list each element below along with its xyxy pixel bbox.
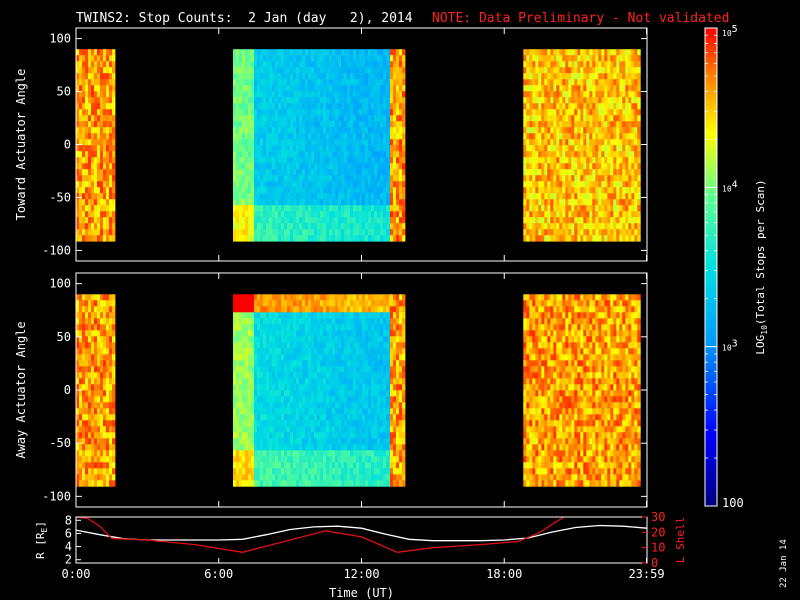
colorbar-tick-label: 100 <box>722 496 744 510</box>
y-right-tick-label: 10 <box>651 541 665 555</box>
y-axis-label: Toward Actuator Angle <box>14 69 28 221</box>
colorbar-tick-label: 103 <box>722 339 738 353</box>
colorbar-tick-label: 104 <box>722 179 738 193</box>
y-axis-label: Away Actuator Angle <box>14 321 28 458</box>
y-tick-label: 100 <box>49 32 71 46</box>
x-tick-label: 12:00 <box>343 567 379 581</box>
preliminary-note: NOTE: Data Preliminary - Not validated <box>432 11 729 26</box>
x-tick-label: 23:59 <box>628 567 664 581</box>
y-left-tick-label: 2 <box>65 553 72 567</box>
r-series-line <box>76 524 647 542</box>
y-right-tick-label: 20 <box>651 525 665 539</box>
toward-angle-panel: 100 50 0 -50 -100 Toward Actuator Angle <box>14 27 648 262</box>
y-left-tick-label: 4 <box>65 540 72 554</box>
x-tick-label: 0:00 <box>62 567 91 581</box>
x-tick-label: 6:00 <box>204 567 233 581</box>
data-interval <box>76 294 116 487</box>
figure-title: TWINS2: Stop Counts: 2 Jan (day 2), 2014 <box>76 11 413 26</box>
date-stamp: 22 Jan 14 <box>779 539 789 588</box>
y-ticks: 100 50 0 -50 -100 <box>42 28 648 261</box>
data-interval <box>390 49 406 242</box>
y-tick-label: 50 <box>57 330 71 344</box>
colorbar-label: LOG10(Total Stops per Scan) <box>754 179 769 354</box>
colorbar: 105 104 103 100 LOG10(Total Stops per Scan) <box>704 24 769 510</box>
y-ticks: 100 50 0 -50 -100 <box>42 273 648 507</box>
y-left-tick-label: 8 <box>65 513 72 527</box>
y-tick-label: -100 <box>42 489 71 503</box>
data-interval <box>523 294 641 487</box>
colorbar-ticks: 105 104 103 100 <box>705 24 744 510</box>
y-right-tick-label: 0 <box>651 556 658 570</box>
data-interval <box>76 49 116 242</box>
y-left-tick-label: 6 <box>65 526 72 540</box>
y-tick-label: -100 <box>42 243 71 257</box>
x-tick-label: 18:00 <box>486 567 522 581</box>
y-right-axis-label: L Shell <box>674 517 687 563</box>
y-tick-label: 0 <box>64 383 71 397</box>
x-axis-label: Time (UT) <box>329 586 394 600</box>
y-tick-label: 100 <box>49 277 71 291</box>
y-left-axis-label: R [RE] <box>34 521 49 559</box>
l-shell-series-line <box>76 517 567 553</box>
data-interval <box>523 49 641 242</box>
away-angle-panel: 100 50 0 -50 -100 Away Actuator Angle <box>14 272 648 508</box>
data-interval <box>390 294 406 487</box>
data-interval <box>233 294 393 487</box>
y-tick-label: -50 <box>49 190 71 204</box>
colorbar-tick-label: 105 <box>722 24 738 38</box>
y-tick-label: -50 <box>49 436 71 450</box>
colorbar-gradient <box>704 27 718 507</box>
y-tick-label: 50 <box>57 85 71 99</box>
y-right-tick-label: 30 <box>651 510 665 524</box>
data-interval <box>233 49 393 242</box>
y-tick-label: 0 <box>64 138 71 152</box>
